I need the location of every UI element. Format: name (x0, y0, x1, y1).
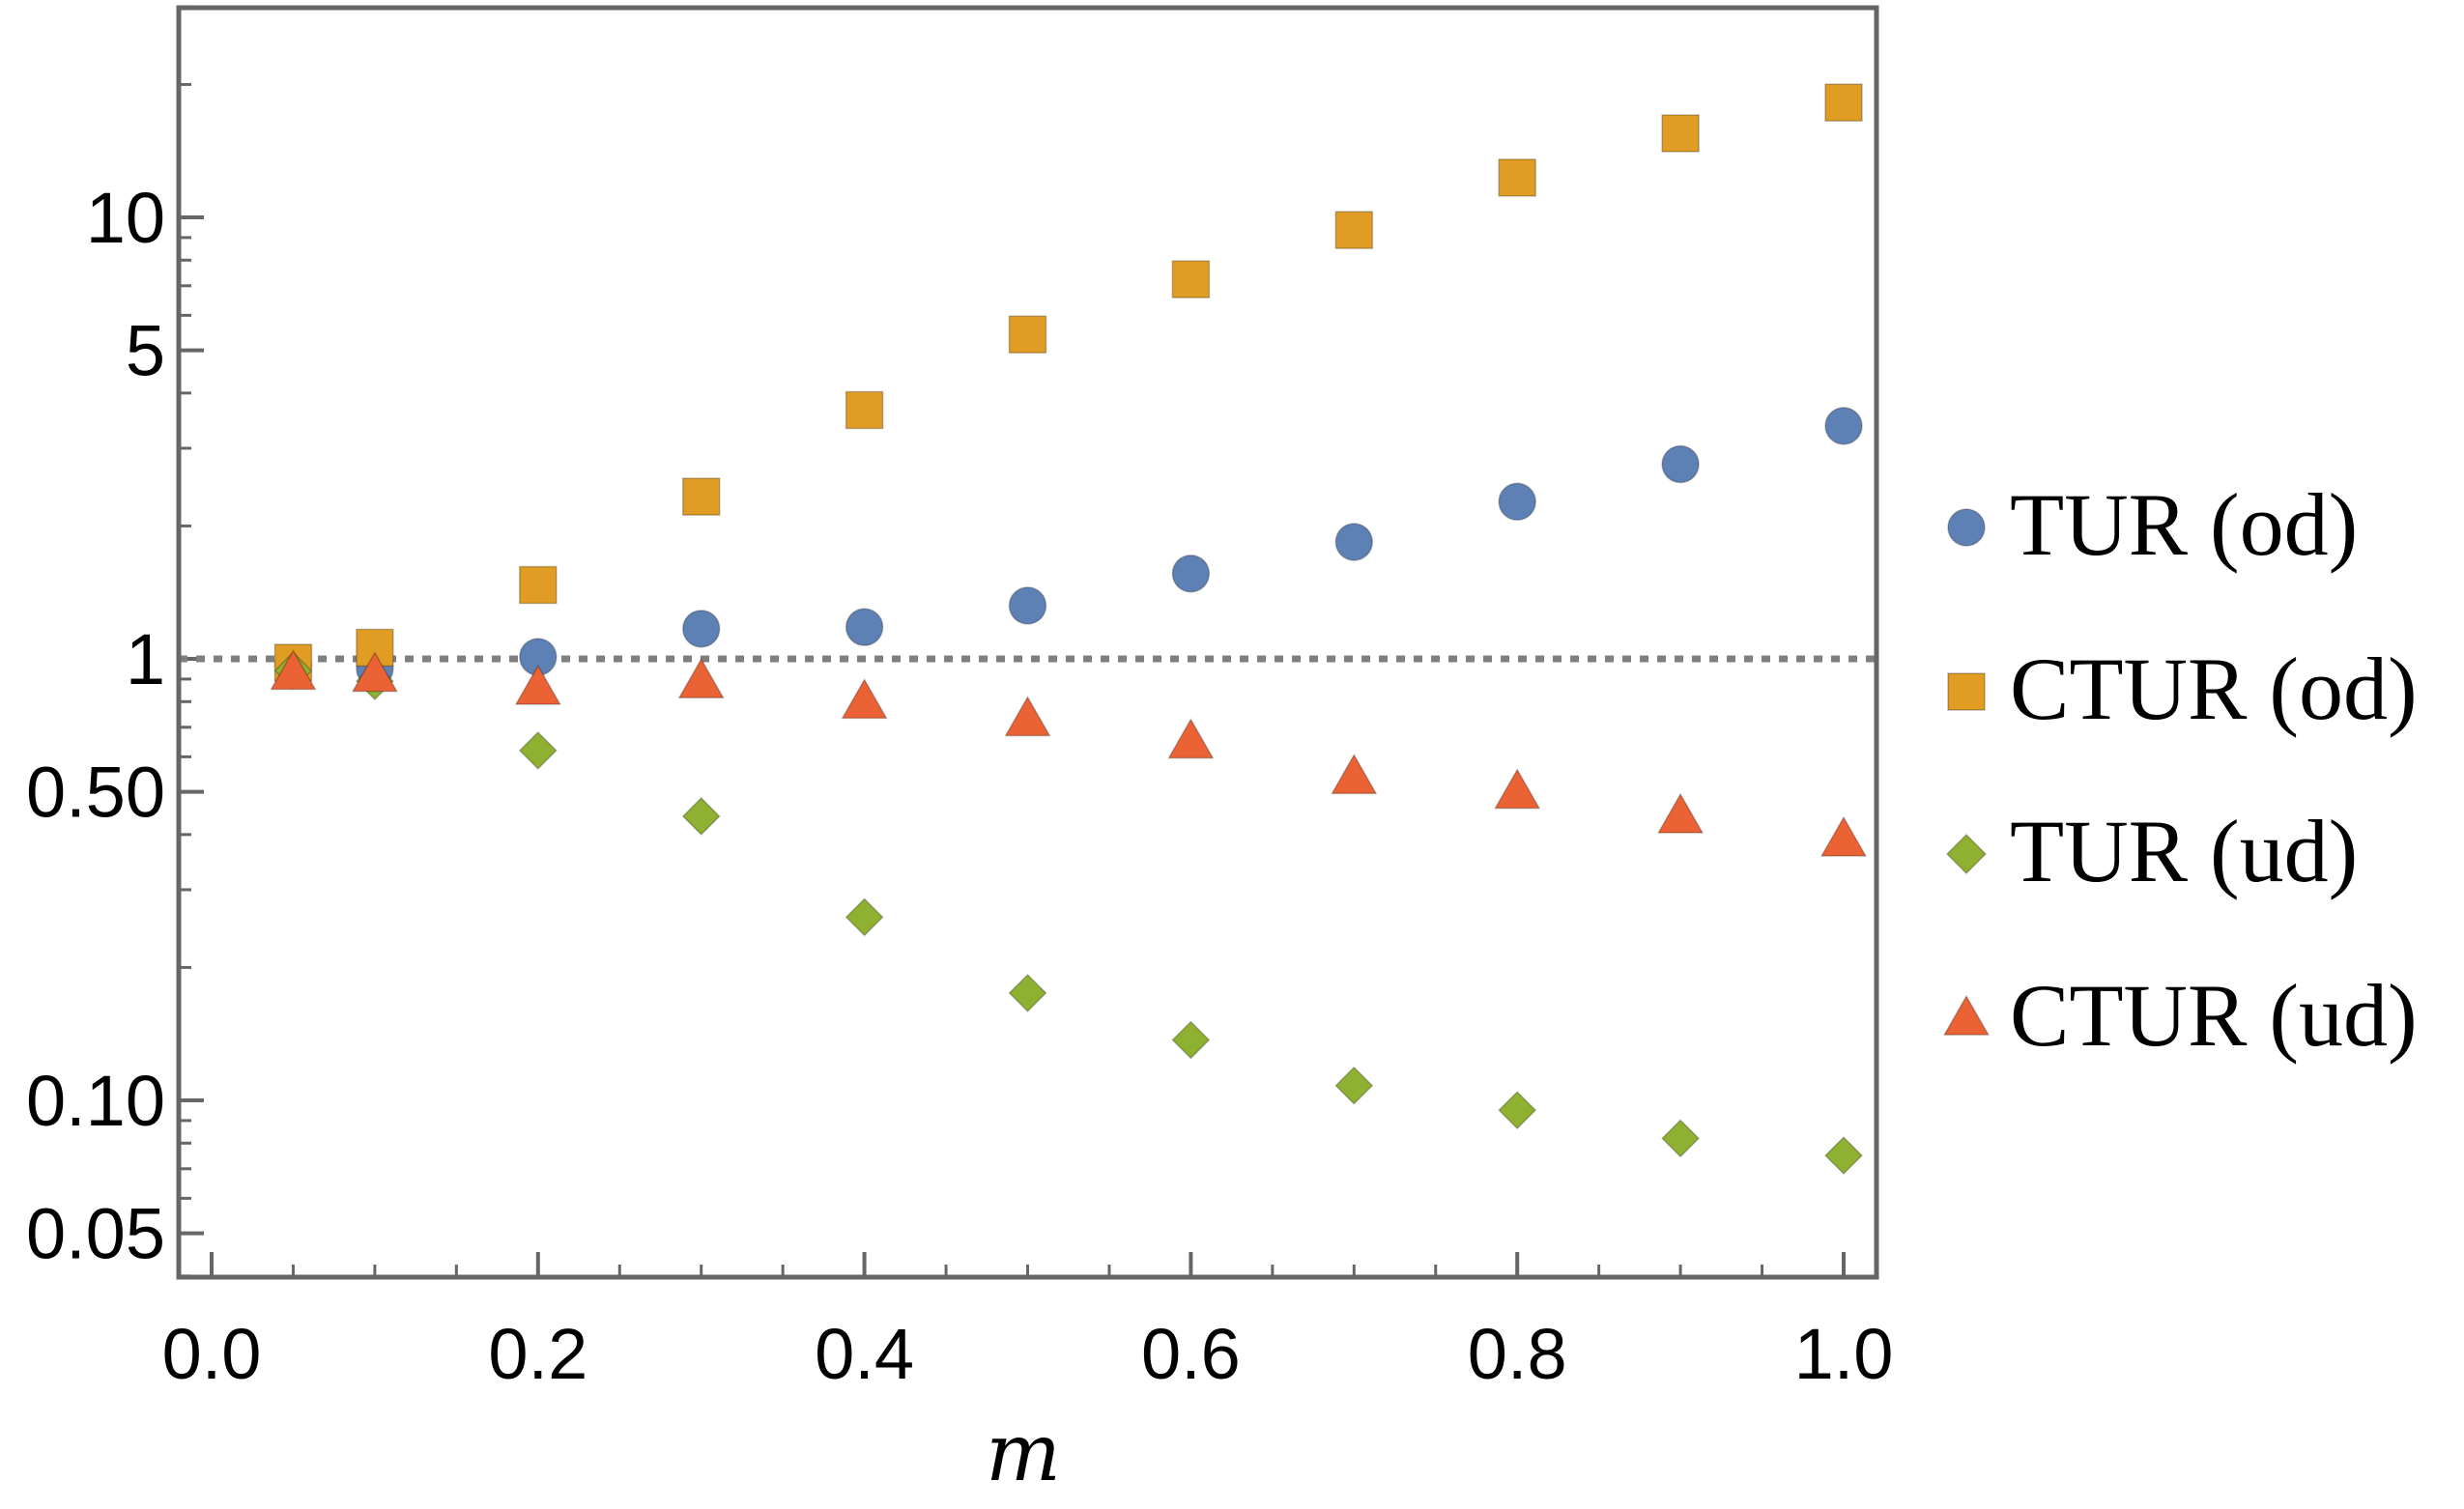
data-point (1334, 523, 1374, 561)
legend-label: CTUR (od) (2010, 640, 2418, 738)
data-point (1657, 792, 1705, 834)
data-point (1819, 815, 1868, 857)
data-point (1824, 83, 1863, 122)
legend-item: CTUR (od) (1947, 640, 2418, 738)
x-axis-title: m (986, 1408, 1061, 1499)
series-triangle-3 (270, 649, 1868, 857)
legend-label: TUR (ud) (2010, 802, 2358, 900)
data-point (1008, 586, 1047, 625)
data-point (845, 390, 884, 430)
data-point (1334, 1066, 1374, 1105)
series-circle-0 (273, 407, 1863, 688)
legend-marker (1945, 833, 1988, 875)
data-point (518, 730, 558, 770)
data-point (1494, 768, 1541, 810)
y-tick-label: 1 (126, 619, 165, 699)
series-square-1 (273, 83, 1863, 682)
x-tick-label: 0.2 (488, 1314, 587, 1394)
legend-item: TUR (ud) (1945, 802, 2358, 900)
data-point (351, 651, 398, 693)
y-tick-label: 10 (86, 178, 165, 258)
data-point (1171, 554, 1211, 593)
data-point (681, 796, 721, 836)
axis-ticks (179, 5, 1846, 1278)
data-point (845, 608, 884, 646)
legend: TUR (od) CTUR (od) TUR (ud) CTUR (ud) (1942, 475, 2418, 1065)
legend-item: CTUR (ud) (1942, 966, 2418, 1065)
x-tick-label: 0.6 (1141, 1314, 1241, 1394)
data-point (270, 649, 317, 691)
data-point (681, 477, 721, 516)
data-point (1661, 444, 1700, 484)
legend-marker (1942, 994, 1991, 1036)
x-tick-label: 0.4 (815, 1314, 914, 1394)
data-point (1004, 696, 1051, 737)
data-point (1331, 753, 1378, 795)
data-point (1824, 1136, 1863, 1176)
axis-tick-labels: 0.0 0.2 0.4 0.6 0.8 1.0 0.05 0.10 0.50 1 5 10 (26, 178, 1893, 1394)
data-markers (270, 83, 1868, 1176)
data-point (1334, 211, 1374, 249)
data-point (1008, 315, 1047, 354)
legend-marker (1947, 508, 1986, 547)
data-point (841, 677, 888, 720)
data-point (1167, 718, 1215, 759)
legend-label: CTUR (ud) (2010, 966, 2418, 1065)
data-point (1498, 482, 1536, 522)
series-diamond-2 (273, 651, 1863, 1176)
legend-marker (1947, 672, 1986, 711)
y-tick-label: 0.10 (26, 1061, 165, 1141)
x-tick-label: 0.0 (162, 1314, 262, 1394)
data-point (681, 610, 721, 648)
y-tick-label: 0.05 (26, 1194, 165, 1274)
data-point (1661, 1119, 1701, 1158)
data-point (845, 897, 884, 937)
data-point (514, 664, 561, 705)
y-tick-label: 5 (126, 311, 165, 391)
data-point (1824, 407, 1863, 445)
legend-item: TUR (od) (1947, 475, 2358, 574)
data-point (1661, 114, 1700, 153)
x-tick-label: 1.0 (1794, 1314, 1894, 1394)
data-point (1498, 1091, 1537, 1130)
data-point (1171, 1020, 1211, 1060)
data-point (1171, 260, 1211, 299)
data-point (1498, 158, 1536, 197)
data-point (677, 657, 725, 698)
x-tick-label: 0.8 (1468, 1314, 1567, 1394)
y-tick-label: 0.50 (26, 753, 165, 833)
plot-frame (176, 5, 1879, 1280)
data-point (519, 565, 558, 605)
legend-label: TUR (od) (2010, 475, 2358, 574)
data-point (1008, 973, 1047, 1012)
